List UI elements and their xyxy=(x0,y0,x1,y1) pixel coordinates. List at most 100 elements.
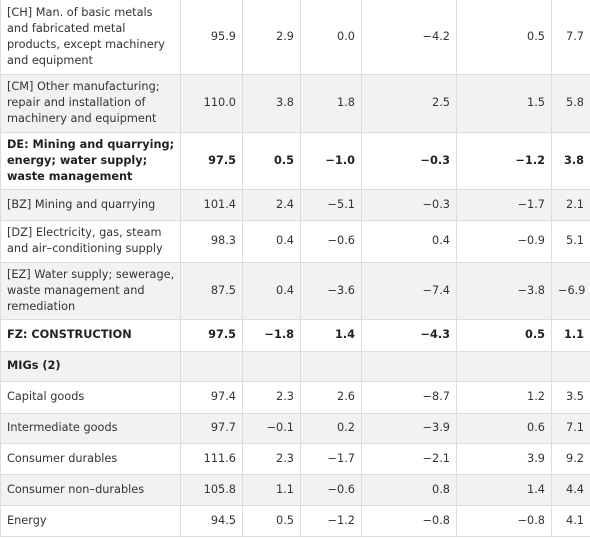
value-cell: 0.4 xyxy=(242,262,301,320)
table-row: Consumer non–durables 105.8 1.1 −0.6 0.8 1.4 4… xyxy=(0,474,590,506)
value-cell: 97.5 xyxy=(180,319,243,352)
value-cell: −1.2 xyxy=(456,132,552,190)
row-label: Consumer durables xyxy=(0,443,181,475)
value-cell: 2.3 xyxy=(242,381,301,414)
value-cell: −3.8 xyxy=(456,262,552,320)
value-cell: 5.8 xyxy=(551,74,590,133)
value-cell: 98.3 xyxy=(180,220,243,263)
row-label: MIGs (2) xyxy=(0,351,181,382)
value-cell: 7.7 xyxy=(551,0,590,75)
table-row: [CM] Other manufacturing; repair and ins… xyxy=(0,74,590,133)
table-row: FZ: CONSTRUCTION 97.5 −1.8 1.4 −4.3 0.5 1.1 xyxy=(0,319,590,352)
value-cell: 0.4 xyxy=(242,220,301,263)
table-row: Energy 94.5 0.5 −1.2 −0.8 −0.8 4.1 xyxy=(0,505,590,537)
value-cell: −0.6 xyxy=(300,220,362,263)
value-cell: 2.6 xyxy=(300,381,362,414)
table-row: [EZ] Water supply; sewerage, waste manag… xyxy=(0,262,590,320)
value-cell: 0.0 xyxy=(300,0,362,75)
value-cell: −1.0 xyxy=(300,132,362,190)
value-cell: −2.1 xyxy=(361,443,457,475)
value-cell: 0.8 xyxy=(361,474,457,506)
value-cell: −0.3 xyxy=(361,189,457,221)
value-cell: 110.0 xyxy=(180,74,243,133)
table-row: Capital goods 97.4 2.3 2.6 −8.7 1.2 3.5 xyxy=(0,381,590,414)
value-cell: 9.2 xyxy=(551,443,590,475)
value-cell: −0.8 xyxy=(456,505,552,537)
value-cell xyxy=(180,351,243,382)
row-label: [DZ] Electricity, gas, steam and air–con… xyxy=(0,220,181,263)
value-cell: 1.8 xyxy=(300,74,362,133)
table-row: Intermediate goods 97.7 −0.1 0.2 −3.9 0.6 7.1 xyxy=(0,413,590,444)
value-cell: −1.2 xyxy=(300,505,362,537)
value-cell: 3.8 xyxy=(551,132,590,190)
value-cell: 1.1 xyxy=(242,474,301,506)
value-cell: 97.5 xyxy=(180,132,243,190)
value-cell: 0.5 xyxy=(242,132,301,190)
row-label: Capital goods xyxy=(0,381,181,414)
value-cell: 0.5 xyxy=(456,0,552,75)
table-row: Consumer durables 111.6 2.3 −1.7 −2.1 3.9 9.2 xyxy=(0,443,590,475)
value-cell: 4.4 xyxy=(551,474,590,506)
value-cell: −5.1 xyxy=(300,189,362,221)
table-row: DE: Mining and quarrying; energy; water … xyxy=(0,132,590,190)
row-label: DE: Mining and quarrying; energy; water … xyxy=(0,132,181,190)
value-cell xyxy=(456,351,552,382)
value-cell: 97.4 xyxy=(180,381,243,414)
value-cell: 87.5 xyxy=(180,262,243,320)
value-cell: −7.4 xyxy=(361,262,457,320)
row-label: [CM] Other manufacturing; repair and ins… xyxy=(0,74,181,133)
value-cell: −3.6 xyxy=(300,262,362,320)
value-cell: −4.3 xyxy=(361,319,457,352)
value-cell: 0.6 xyxy=(456,413,552,444)
value-cell: 3.9 xyxy=(456,443,552,475)
value-cell: −8.7 xyxy=(361,381,457,414)
row-label: [CH] Man. of basic metals and fabricated… xyxy=(0,0,181,75)
value-cell: 7.1 xyxy=(551,413,590,444)
value-cell: 1.2 xyxy=(456,381,552,414)
value-cell xyxy=(361,351,457,382)
value-cell: 1.5 xyxy=(456,74,552,133)
value-cell: 105.8 xyxy=(180,474,243,506)
value-cell: −0.6 xyxy=(300,474,362,506)
row-label: Consumer non–durables xyxy=(0,474,181,506)
value-cell: 2.1 xyxy=(551,189,590,221)
value-cell: 95.9 xyxy=(180,0,243,75)
row-label: Intermediate goods xyxy=(0,413,181,444)
value-cell: −0.1 xyxy=(242,413,301,444)
value-cell: 2.3 xyxy=(242,443,301,475)
value-cell: 0.5 xyxy=(242,505,301,537)
value-cell: 111.6 xyxy=(180,443,243,475)
value-cell: −1.7 xyxy=(456,189,552,221)
value-cell: 0.4 xyxy=(361,220,457,263)
value-cell: −0.8 xyxy=(361,505,457,537)
value-cell: 101.4 xyxy=(180,189,243,221)
value-cell: 0.2 xyxy=(300,413,362,444)
value-cell xyxy=(300,351,362,382)
value-cell: −0.9 xyxy=(456,220,552,263)
value-cell: 0.5 xyxy=(456,319,552,352)
table-row: MIGs (2) xyxy=(0,351,590,382)
row-label: FZ: CONSTRUCTION xyxy=(0,319,181,352)
row-label: [EZ] Water supply; sewerage, waste manag… xyxy=(0,262,181,320)
value-cell: 2.9 xyxy=(242,0,301,75)
row-label: [BZ] Mining and quarrying xyxy=(0,189,181,221)
value-cell: −1.7 xyxy=(300,443,362,475)
value-cell: 4.1 xyxy=(551,505,590,537)
table-row: [DZ] Electricity, gas, steam and air–con… xyxy=(0,220,590,263)
value-cell xyxy=(551,351,590,382)
value-cell: 94.5 xyxy=(180,505,243,537)
value-cell: −0.3 xyxy=(361,132,457,190)
value-cell: −4.2 xyxy=(361,0,457,75)
value-cell: 5.1 xyxy=(551,220,590,263)
table-row: [BZ] Mining and quarrying 101.4 2.4 −5.1 −0.… xyxy=(0,189,590,221)
value-cell: 2.4 xyxy=(242,189,301,221)
value-cell: 3.5 xyxy=(551,381,590,414)
value-cell: 97.7 xyxy=(180,413,243,444)
value-cell: 2.5 xyxy=(361,74,457,133)
row-label: Energy xyxy=(0,505,181,537)
value-cell xyxy=(242,351,301,382)
value-cell: 1.4 xyxy=(300,319,362,352)
value-cell: −6.9 xyxy=(551,262,590,320)
